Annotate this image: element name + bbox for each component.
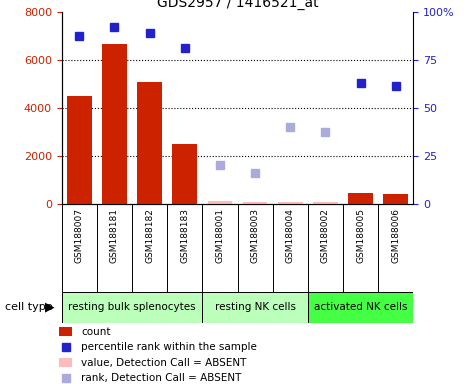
Bar bbox=[59, 327, 72, 336]
Text: percentile rank within the sample: percentile rank within the sample bbox=[81, 342, 257, 352]
Bar bbox=[208, 201, 232, 204]
Text: GSM188006: GSM188006 bbox=[391, 208, 400, 263]
Text: GSM188004: GSM188004 bbox=[286, 208, 294, 263]
Bar bbox=[243, 202, 267, 204]
Bar bbox=[172, 144, 197, 204]
Text: GSM188005: GSM188005 bbox=[356, 208, 365, 263]
Text: activated NK cells: activated NK cells bbox=[314, 302, 407, 312]
Text: resting bulk splenocytes: resting bulk splenocytes bbox=[68, 302, 196, 312]
Bar bbox=[348, 194, 373, 204]
Bar bbox=[62, 292, 202, 323]
Text: resting NK cells: resting NK cells bbox=[215, 302, 295, 312]
Text: GSM188182: GSM188182 bbox=[145, 208, 154, 263]
Text: cell type: cell type bbox=[5, 302, 52, 312]
Bar bbox=[59, 358, 72, 367]
Text: ▶: ▶ bbox=[45, 301, 55, 314]
Bar bbox=[137, 82, 162, 204]
Text: count: count bbox=[81, 327, 111, 337]
Bar bbox=[313, 202, 338, 204]
Text: GSM188001: GSM188001 bbox=[216, 208, 224, 263]
Bar bbox=[278, 202, 303, 204]
Text: GSM188002: GSM188002 bbox=[321, 208, 330, 263]
Text: GSM188003: GSM188003 bbox=[251, 208, 259, 263]
Text: GSM188181: GSM188181 bbox=[110, 208, 119, 263]
Title: GDS2957 / 1416521_at: GDS2957 / 1416521_at bbox=[157, 0, 318, 10]
Text: rank, Detection Call = ABSENT: rank, Detection Call = ABSENT bbox=[81, 373, 241, 383]
Bar bbox=[102, 44, 127, 204]
Text: value, Detection Call = ABSENT: value, Detection Call = ABSENT bbox=[81, 358, 247, 367]
Bar bbox=[308, 292, 413, 323]
Text: GSM188007: GSM188007 bbox=[75, 208, 84, 263]
Text: GSM188183: GSM188183 bbox=[180, 208, 189, 263]
Bar bbox=[67, 96, 92, 204]
Bar bbox=[383, 194, 408, 204]
Bar bbox=[202, 292, 308, 323]
